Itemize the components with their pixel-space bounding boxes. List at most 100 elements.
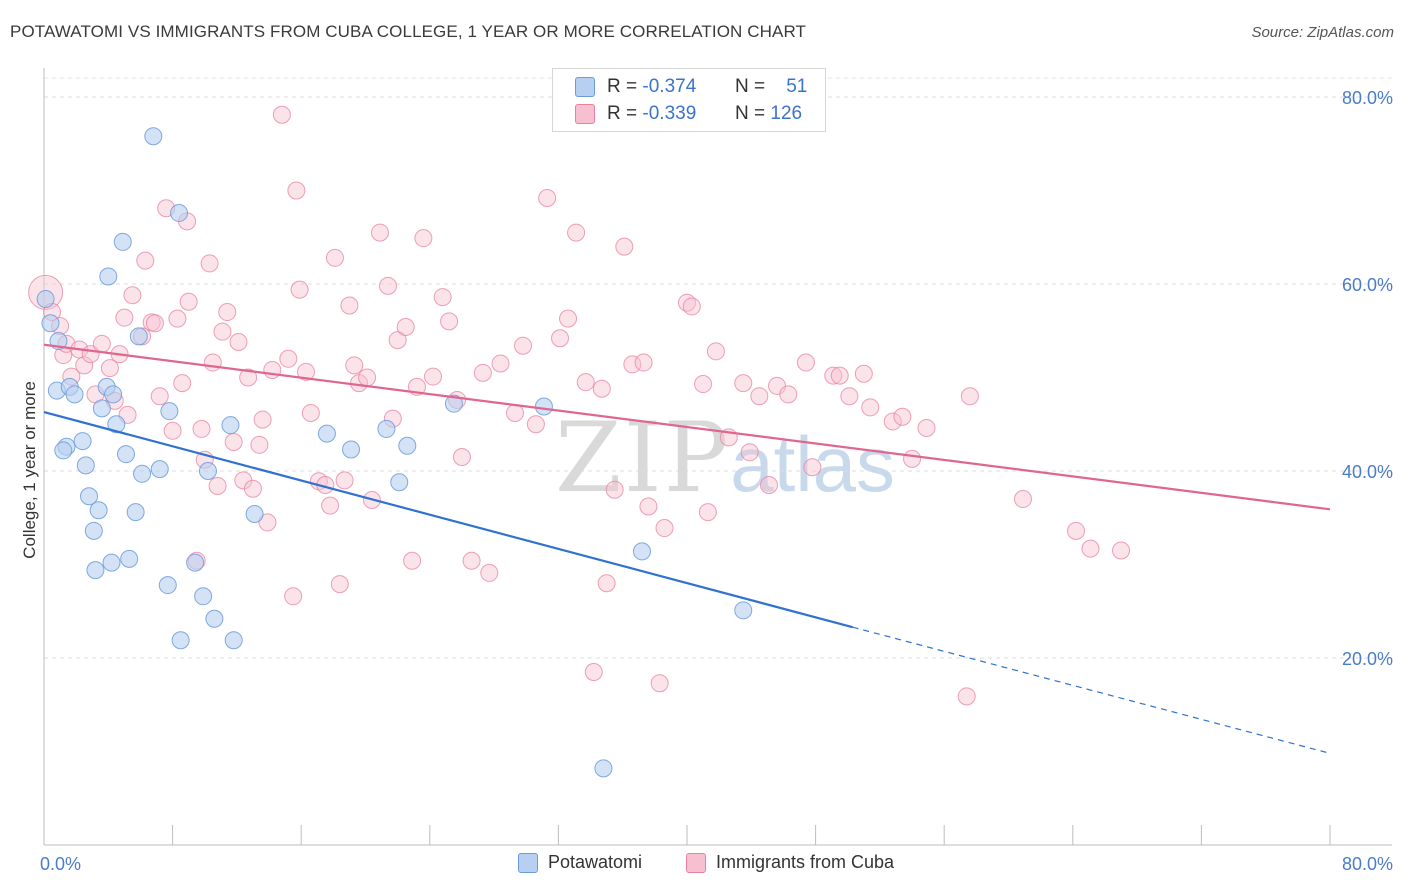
point-cuba [253, 410, 272, 429]
point-potawatomi [158, 576, 177, 595]
y-tick-label: 20.0% [1342, 649, 1393, 669]
point-cuba [1067, 521, 1086, 540]
legend-n-label: N = [735, 76, 766, 97]
point-cuba [694, 375, 713, 394]
point-potawatomi [632, 542, 651, 561]
point-potawatomi [594, 759, 613, 778]
legend-n-label: N = [735, 103, 766, 124]
legend-row-potawatomi: R = -0.374 N = 51 [575, 74, 807, 100]
point-cuba [639, 497, 658, 516]
point-cuba [759, 476, 778, 495]
point-cuba [150, 387, 169, 406]
point-cuba [370, 223, 389, 242]
point-cuba [258, 513, 277, 532]
point-cuba [779, 385, 798, 404]
point-potawatomi [92, 399, 111, 418]
point-cuba [597, 574, 616, 593]
point-cuba [301, 404, 320, 423]
point-cuba [957, 687, 976, 706]
point-potawatomi [133, 464, 152, 483]
point-cuba [272, 105, 291, 124]
point-potawatomi [144, 127, 163, 146]
legend-r-value: -0.374 [642, 76, 697, 97]
point-cuba [567, 223, 586, 242]
point-potawatomi [113, 232, 132, 251]
point-potawatomi [734, 601, 753, 620]
point-potawatomi [224, 631, 243, 650]
point-cuba [287, 181, 306, 200]
point-cuba [706, 342, 725, 361]
point-potawatomi [444, 394, 463, 413]
point-cuba [173, 374, 192, 393]
x-tick-label: 0.0% [40, 854, 81, 874]
point-potawatomi [80, 487, 99, 506]
point-potawatomi [99, 267, 118, 286]
point-cuba [505, 404, 524, 423]
point-cuba [203, 353, 222, 372]
point-cuba [424, 367, 443, 386]
point-cuba [145, 314, 164, 333]
point-potawatomi [41, 314, 60, 333]
point-cuba [179, 292, 198, 311]
point-cuba [830, 366, 849, 385]
legend-n: N = 126 [735, 103, 802, 125]
data-points [28, 105, 1131, 778]
point-potawatomi [186, 553, 205, 572]
point-cuba [698, 503, 717, 522]
point-potawatomi [107, 415, 126, 434]
point-cuba [903, 449, 922, 468]
point-cuba [576, 373, 595, 392]
point-cuba [279, 349, 298, 368]
point-cuba [623, 355, 642, 374]
point-cuba [538, 188, 557, 207]
point-potawatomi [126, 503, 145, 522]
point-cuba [750, 387, 769, 406]
axes [43, 68, 1392, 846]
point-cuba [229, 332, 248, 351]
point-cuba [740, 443, 759, 462]
trend-line-potawatomi-extension [852, 626, 1331, 754]
bottom-legend-swatch-blue [518, 852, 538, 873]
point-potawatomi [65, 385, 84, 404]
legend-n: N = 51 [735, 76, 807, 98]
point-cuba [224, 433, 243, 452]
point-cuba [92, 334, 111, 353]
point-potawatomi [120, 549, 139, 568]
x-tick-label: 80.0% [1342, 854, 1393, 874]
point-potawatomi [89, 501, 108, 520]
point-cuba [803, 458, 822, 477]
point-cuba [335, 471, 354, 490]
legend-swatch-pink [575, 104, 595, 124]
point-cuba [388, 331, 407, 350]
grid-lines [44, 77, 1392, 659]
point-cuba [396, 318, 415, 337]
point-cuba [200, 254, 219, 273]
point-cuba [559, 309, 578, 328]
point-potawatomi [170, 203, 189, 222]
point-cuba [452, 447, 471, 466]
point-cuba [491, 354, 510, 373]
point-cuba [440, 312, 459, 331]
point-potawatomi [390, 473, 409, 492]
point-cuba [358, 368, 377, 387]
point-cuba [592, 379, 611, 398]
point-cuba [854, 364, 873, 383]
point-cuba [473, 363, 492, 382]
point-cuba [634, 353, 653, 372]
chart-title: POTAWATOMI VS IMMIGRANTS FROM CUBA COLLE… [10, 22, 806, 41]
legend-r-label: R = [607, 103, 638, 124]
point-cuba [325, 248, 344, 267]
point-cuba [682, 297, 701, 316]
point-potawatomi [76, 456, 95, 475]
y-axis-label: College, 1 year or more [20, 381, 39, 559]
point-potawatomi [534, 397, 553, 416]
trend-lines [43, 343, 1331, 754]
point-potawatomi [150, 460, 169, 479]
bottom-legend-label: Potawatomi [548, 852, 643, 872]
point-potawatomi [171, 631, 190, 650]
point-cuba [414, 229, 433, 248]
tick-labels: 20.0% 40.0% 60.0% 80.0% 0.0% 80.0% [40, 88, 1393, 874]
point-cuba [123, 286, 142, 305]
point-cuba [208, 476, 227, 495]
